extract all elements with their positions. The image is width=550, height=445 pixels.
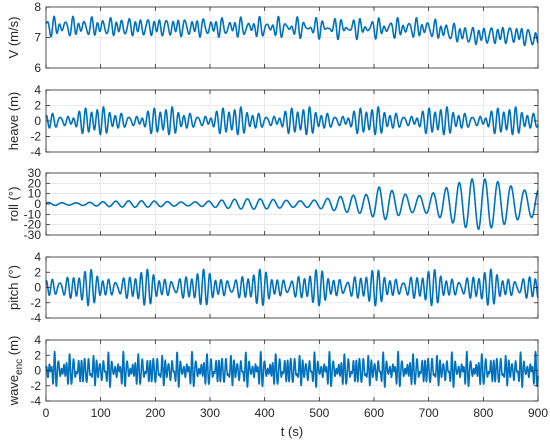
y-tick-label: 0 [34, 281, 41, 295]
x-tick-label: 300 [200, 406, 220, 420]
x-tick-label: 600 [364, 406, 384, 420]
x-tick-label: 0 [43, 406, 50, 420]
x-tick-label: 800 [473, 406, 493, 420]
y-tick-label: 6 [34, 61, 41, 75]
x-tick-label: 400 [255, 406, 275, 420]
panel-heave: -4-2 02 4 heave (m) [6, 83, 539, 159]
series-line-roll [45, 178, 539, 231]
y-tick-label: 20 [28, 176, 42, 190]
y-tick-label: -4 [30, 145, 41, 159]
y-tick-label: 10 [28, 187, 42, 201]
y-tick-label: -2 [30, 130, 41, 144]
x-tick-label: 700 [419, 406, 439, 420]
y-tick-label: 7 [34, 31, 41, 45]
y-tick-label: 4 [34, 83, 41, 97]
y-axis-label-wave: waveenc (m) [6, 336, 25, 407]
y-tick-label: 0 [34, 197, 41, 211]
y-axis-label-pitch: pitch (°) [6, 265, 21, 310]
x-tick-label: 200 [145, 406, 165, 420]
y-axis-label-roll: roll (°) [6, 187, 21, 222]
y-tick-label: 0 [34, 114, 41, 128]
y-tick-label: 4 [34, 250, 41, 264]
y-tick-label: 2 [34, 99, 41, 113]
y-tick-label: -2 [30, 296, 41, 310]
y-axis-label-velocity: V (m/s) [6, 17, 21, 59]
y-tick-label: 2 [34, 348, 41, 362]
y-tick-label: 2 [34, 265, 41, 279]
x-tick-label: 500 [309, 406, 329, 420]
y-tick-label: -4 [30, 311, 41, 325]
panel-velocity: 6 7 8 V (m/s) [6, 0, 539, 75]
panel-wave: -4-20 24 waveenc (m) [6, 333, 539, 408]
y-tick-label: 4 [34, 333, 41, 347]
series-line-wave [45, 350, 539, 389]
y-tick-label: 0 [34, 364, 41, 378]
y-tick-label: 8 [34, 0, 41, 14]
series-line-velocity [45, 15, 539, 47]
y-tick-label: -10 [24, 207, 42, 221]
x-axis-label: t (s) [281, 424, 303, 439]
y-tick-label: 30 [28, 166, 42, 180]
y-tick-label: -4 [30, 394, 41, 408]
y-tick-label: -2 [30, 379, 41, 393]
series-line-pitch [45, 268, 539, 307]
x-axis-group: 0 100 200 300 400 500 600 700 800 900 t (s) [43, 406, 549, 439]
y-tick-label: -30 [24, 228, 42, 242]
x-tick-label: 900 [528, 406, 548, 420]
y-tick-label: -20 [24, 218, 42, 232]
series-line-heave [45, 106, 539, 136]
y-axis-label-heave: heave (m) [6, 92, 21, 151]
x-tick-label: 100 [91, 406, 111, 420]
panel-pitch: -4-20 24 pitch (°) [6, 250, 539, 325]
